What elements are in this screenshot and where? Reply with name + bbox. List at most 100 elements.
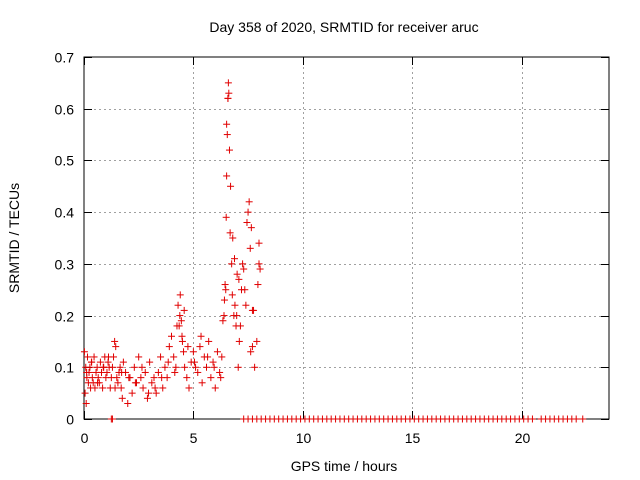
data-point [94,374,102,382]
data-point [180,348,188,356]
data-point [222,213,230,221]
y-tick-label: 0 [66,412,74,428]
data-point [231,301,239,309]
data-point [236,322,244,330]
data-point [137,374,145,382]
data-point [143,394,151,402]
data-point [86,363,94,371]
data-point [203,363,210,371]
data-point [210,363,218,371]
data-point [225,146,233,154]
data-point [228,291,236,299]
data-point [172,363,180,371]
data-point [108,415,116,423]
data-point [242,301,250,309]
data-point [161,363,169,371]
data-point [125,374,133,382]
data-point [255,239,263,247]
data-point [227,182,235,190]
data-point [256,265,264,273]
data-point [254,281,262,289]
data-point [180,306,188,314]
data-point [116,363,124,371]
data-point [190,358,198,366]
data-point [84,353,91,361]
data-point [157,353,165,361]
data-point [224,79,232,87]
data-point [197,332,205,340]
data-point [135,353,143,361]
data-point [111,337,119,345]
data-point [250,306,258,314]
data-point [233,312,241,320]
data-point [174,301,182,309]
data-point [141,368,149,376]
x-tick-label: 15 [405,430,421,446]
y-tick-label: 0.3 [55,257,75,273]
data-point [213,348,221,356]
data-point [189,348,197,356]
y-tick-label: 0.7 [55,50,75,66]
data-point [117,384,125,392]
data-point [234,363,242,371]
data-point [88,358,96,366]
data-point [572,415,580,423]
data-point [96,358,104,366]
data-point [241,286,249,294]
data-point [221,281,229,289]
data-point [204,353,212,361]
data-point [235,275,243,283]
data-point [185,384,193,392]
data-point [159,384,167,392]
x-tick-label: 5 [190,430,198,446]
data-point [171,368,179,376]
data-point [207,374,215,382]
data-point [209,358,217,366]
data-points [80,79,587,423]
data-point [93,363,101,371]
data-point [194,368,202,376]
data-point [119,358,127,366]
data-point [176,291,184,299]
data-point [225,89,233,97]
y-tick-label: 0.1 [55,360,75,376]
data-point [145,389,153,397]
data-point [231,255,238,263]
data-point [128,389,136,397]
data-point [219,317,227,325]
data-point [247,224,255,232]
y-tick-label: 0.6 [55,102,75,118]
data-point [148,379,156,387]
data-point [138,363,146,371]
data-point [118,368,126,376]
grid-lines [84,57,609,419]
data-point [218,353,226,361]
data-point [243,218,251,226]
data-point [240,265,248,273]
data-point [168,332,175,340]
data-point [108,363,116,371]
chart-title: Day 358 of 2020, SRMTID for receiver aru… [209,19,478,35]
data-point [220,312,228,320]
data-point [173,322,181,330]
data-point [244,208,252,216]
x-tick-label: 0 [81,430,89,446]
data-point [112,343,120,351]
data-point [239,260,247,268]
data-point [226,229,234,237]
data-point [211,384,219,392]
data-point [229,234,237,242]
x-tick-label: 10 [296,430,312,446]
data-point [205,337,213,345]
y-tick-label: 0.2 [55,309,75,325]
data-point [94,379,102,387]
data-point [217,374,225,382]
data-point [176,312,184,320]
y-tick-label: 0.5 [55,153,75,169]
data-point [113,374,121,382]
data-point [139,384,147,392]
data-point [91,384,99,392]
data-point [150,374,158,382]
data-point [103,368,111,376]
